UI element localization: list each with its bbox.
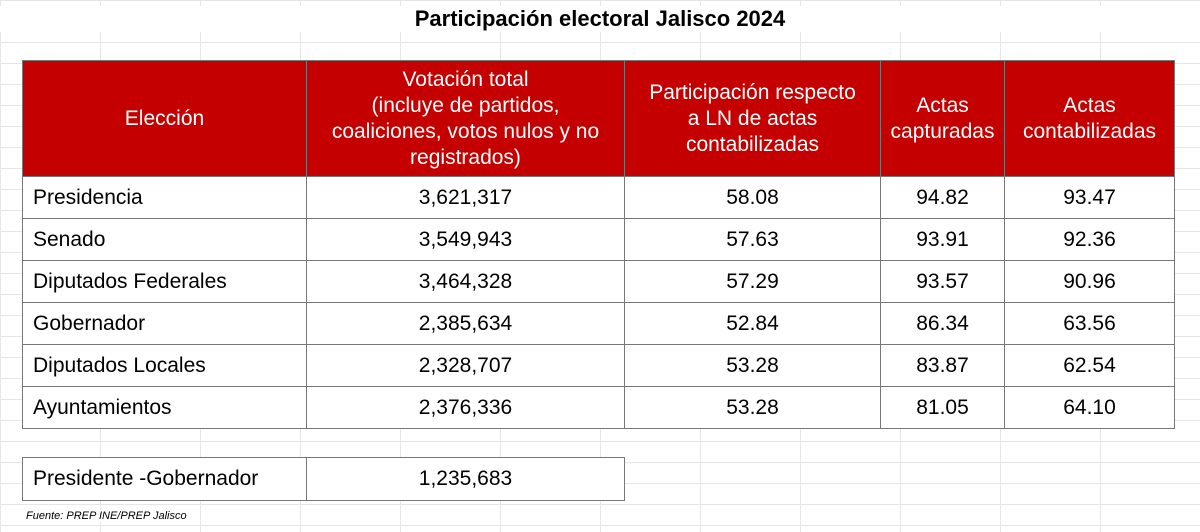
cell-contabilizadas: 93.47 bbox=[1004, 176, 1175, 219]
table-row: Senado 3,549,943 57.63 93.91 92.36 bbox=[22, 218, 1175, 261]
header-actas-capturadas: Actas capturadas bbox=[880, 60, 1005, 177]
table-row: Presidencia 3,621,317 58.08 94.82 93.47 bbox=[22, 176, 1175, 219]
presidente-gobernador-table: Presidente -Gobernador 1,235,683 bbox=[22, 457, 625, 501]
cell-participacion: 53.28 bbox=[624, 344, 881, 387]
cell-votacion: 3,549,943 bbox=[306, 218, 625, 261]
cell-contabilizadas: 92.36 bbox=[1004, 218, 1175, 261]
cell-extra-label: Presidente -Gobernador bbox=[22, 457, 307, 501]
table-row: Ayuntamientos 2,376,336 53.28 81.05 64.1… bbox=[22, 386, 1175, 429]
cell-contabilizadas: 64.10 bbox=[1004, 386, 1175, 429]
header-eleccion: Elección bbox=[22, 60, 307, 177]
header-participacion: Participación respecto a LN de actas con… bbox=[624, 60, 881, 177]
cell-participacion: 52.84 bbox=[624, 302, 881, 345]
table-row: Diputados Federales 3,464,328 57.29 93.5… bbox=[22, 260, 1175, 303]
cell-capturadas: 93.57 bbox=[880, 260, 1005, 303]
cell-contabilizadas: 90.96 bbox=[1004, 260, 1175, 303]
cell-capturadas: 93.91 bbox=[880, 218, 1005, 261]
cell-eleccion: Senado bbox=[22, 218, 307, 261]
cell-eleccion: Ayuntamientos bbox=[22, 386, 307, 429]
cell-contabilizadas: 62.54 bbox=[1004, 344, 1175, 387]
cell-capturadas: 83.87 bbox=[880, 344, 1005, 387]
cell-contabilizadas: 63.56 bbox=[1004, 302, 1175, 345]
cell-capturadas: 81.05 bbox=[880, 386, 1005, 429]
cell-eleccion: Diputados Locales bbox=[22, 344, 307, 387]
source-note: Fuente: PREP INE/PREP Jalisco bbox=[24, 510, 189, 522]
cell-eleccion: Presidencia bbox=[22, 176, 307, 219]
cell-votacion: 3,464,328 bbox=[306, 260, 625, 303]
header-actas-contabilizadas: Actas contabilizadas bbox=[1004, 60, 1175, 177]
participation-table: Elección Votación total (incluye de part… bbox=[22, 60, 1175, 429]
cell-capturadas: 94.82 bbox=[880, 176, 1005, 219]
table-row: Gobernador 2,385,634 52.84 86.34 63.56 bbox=[22, 302, 1175, 345]
cell-participacion: 57.29 bbox=[624, 260, 881, 303]
cell-votacion: 2,385,634 bbox=[306, 302, 625, 345]
cell-participacion: 58.08 bbox=[624, 176, 881, 219]
cell-participacion: 53.28 bbox=[624, 386, 881, 429]
cell-capturadas: 86.34 bbox=[880, 302, 1005, 345]
cell-votacion: 2,328,707 bbox=[306, 344, 625, 387]
table-row: Presidente -Gobernador 1,235,683 bbox=[22, 457, 625, 501]
cell-participacion: 57.63 bbox=[624, 218, 881, 261]
page-title: Participación electoral Jalisco 2024 bbox=[0, 6, 1200, 32]
cell-votacion: 2,376,336 bbox=[306, 386, 625, 429]
table-row: Diputados Locales 2,328,707 53.28 83.87 … bbox=[22, 344, 1175, 387]
cell-eleccion: Gobernador bbox=[22, 302, 307, 345]
cell-eleccion: Diputados Federales bbox=[22, 260, 307, 303]
cell-extra-value: 1,235,683 bbox=[306, 457, 625, 501]
cell-votacion: 3,621,317 bbox=[306, 176, 625, 219]
header-votacion-total: Votación total (incluye de partidos, coa… bbox=[306, 60, 625, 177]
header-row: Elección Votación total (incluye de part… bbox=[22, 60, 1175, 177]
